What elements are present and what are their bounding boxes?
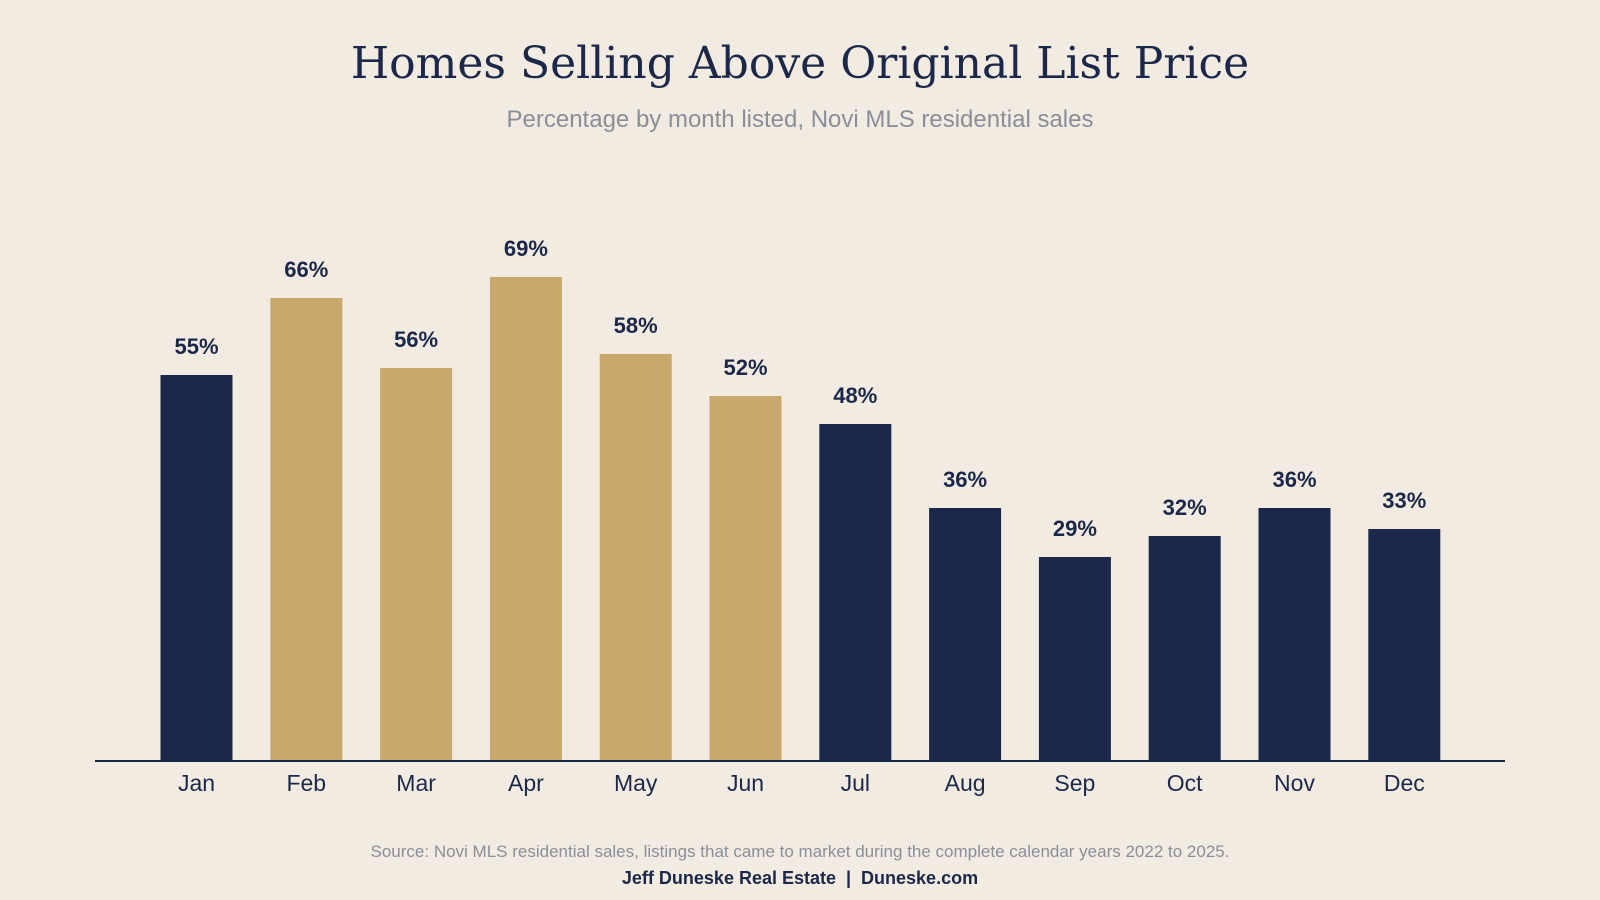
bar-nov	[1258, 508, 1331, 760]
value-label-dec: 33%	[1382, 488, 1426, 513]
value-label-jun: 52%	[723, 355, 767, 380]
x-tick-label-mar: Mar	[396, 770, 436, 796]
value-label-aug: 36%	[943, 467, 987, 492]
value-label-nov: 36%	[1272, 467, 1316, 492]
x-tick-label-may: May	[614, 770, 658, 796]
x-tick-label-dec: Dec	[1384, 770, 1425, 796]
value-label-jan: 55%	[174, 334, 218, 359]
x-tick-label-nov: Nov	[1274, 770, 1315, 796]
source-note: Source: Novi MLS residential sales, list…	[371, 842, 1230, 861]
bar-feb	[270, 298, 343, 760]
x-tick-label-jan: Jan	[178, 770, 215, 796]
bar-sep	[1038, 557, 1111, 760]
bars-group	[160, 277, 1441, 760]
bar-aug	[929, 508, 1002, 760]
value-labels-group: 55% 66% 56% 69% 58% 52% 48% 36% 29% 32% 36% 33%	[174, 236, 1426, 541]
bar-mar	[380, 368, 453, 760]
bar-apr	[489, 277, 562, 760]
bar-may	[599, 354, 672, 760]
x-tick-label-feb: Feb	[286, 770, 326, 796]
x-tick-label-oct: Oct	[1167, 770, 1203, 796]
value-label-jul: 48%	[833, 383, 877, 408]
bar-jan	[160, 375, 233, 760]
x-tick-label-jul: Jul	[841, 770, 870, 796]
value-label-apr: 69%	[504, 236, 548, 261]
value-label-may: 58%	[614, 313, 658, 338]
x-tick-label-apr: Apr	[508, 770, 544, 796]
credit-line: Jeff Duneske Real Estate | Duneske.com	[622, 868, 978, 888]
bar-jun	[709, 396, 782, 760]
bar-oct	[1148, 536, 1221, 760]
chart-subtitle: Percentage by month listed, Novi MLS res…	[507, 106, 1094, 133]
bar-jul	[819, 424, 892, 760]
value-label-feb: 66%	[284, 257, 328, 282]
value-label-mar: 56%	[394, 327, 438, 352]
value-label-oct: 32%	[1163, 495, 1207, 520]
x-tick-label-sep: Sep	[1054, 770, 1095, 796]
x-tick-label-jun: Jun	[727, 770, 764, 796]
x-tick-label-aug: Aug	[945, 770, 986, 796]
bar-dec	[1368, 529, 1441, 760]
value-label-sep: 29%	[1053, 516, 1097, 541]
x-axis-tick-labels: Jan Feb Mar Apr May Jun Jul Aug Sep Oct Nov Dec	[178, 770, 1425, 796]
chart-title: Homes Selling Above Original List Price	[351, 38, 1249, 89]
